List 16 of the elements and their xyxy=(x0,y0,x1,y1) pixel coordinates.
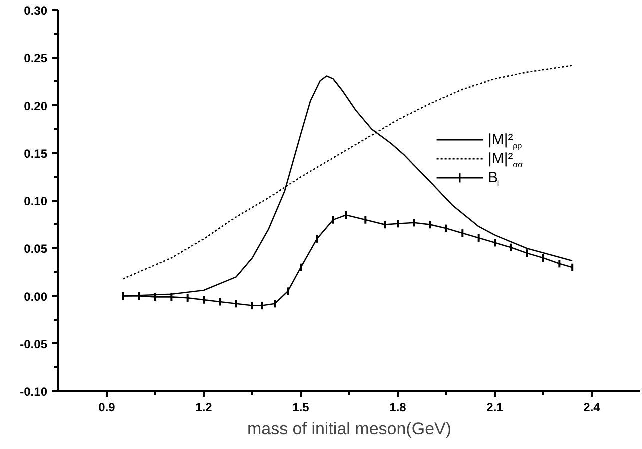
y-tick-label: 0.20 xyxy=(24,99,48,114)
y-tick-label: 0.30 xyxy=(24,4,48,18)
y-tick-label: -0.10 xyxy=(20,385,48,399)
y-tick-label: 0.25 xyxy=(24,52,48,66)
y-tick-label: 0.10 xyxy=(24,194,48,208)
y-tick-label: 0.00 xyxy=(24,290,48,304)
x-axis-title: mass of initial meson(GeV) xyxy=(247,420,452,438)
x-tick-label: 1.5 xyxy=(292,400,310,414)
y-tick-label: 0.15 xyxy=(24,146,48,161)
x-tick-label: 1.8 xyxy=(390,400,407,414)
x-tick-label: 1.2 xyxy=(196,400,213,414)
x-tick-label: 2.1 xyxy=(486,400,504,414)
y-tick-label: -0.05 xyxy=(20,337,48,352)
x-tick-label: 2.4 xyxy=(584,400,601,414)
x-tick-label: 0.9 xyxy=(98,400,116,414)
y-tick-label: 0.05 xyxy=(24,242,48,256)
